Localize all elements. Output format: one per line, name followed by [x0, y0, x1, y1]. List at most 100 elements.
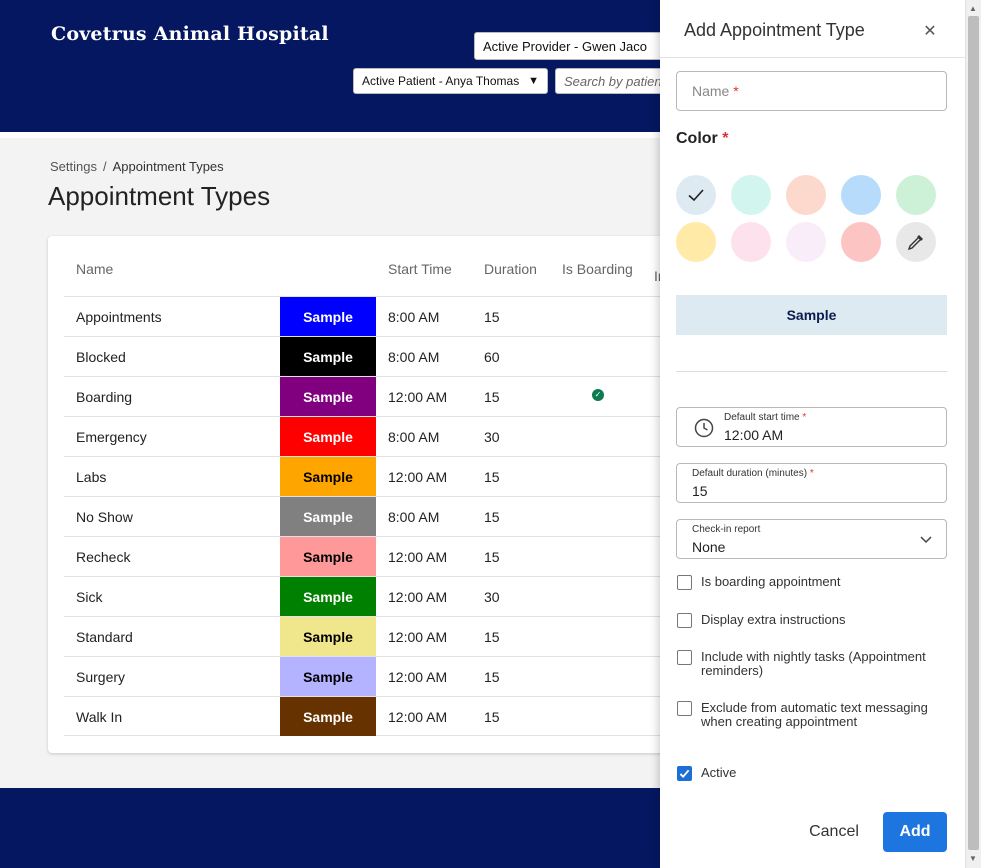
- row-start-time: 12:00 AM: [388, 548, 448, 565]
- checkmark-icon: [679, 769, 690, 779]
- table-row[interactable]: Recheck Sample 12:00 AM 15: [64, 536, 688, 576]
- table-row[interactable]: Walk In Sample 12:00 AM 15: [64, 696, 688, 736]
- duration-label: Default duration (minutes) *: [692, 468, 814, 479]
- column-header-name[interactable]: Name: [76, 261, 114, 277]
- table-row[interactable]: Labs Sample 12:00 AM 15: [64, 456, 688, 496]
- exclude-texting-checkbox[interactable]: Exclude from automatic text messaging wh…: [677, 701, 947, 729]
- checkbox-box[interactable]: [677, 766, 692, 781]
- duration-label-text: Default duration (minutes): [692, 468, 808, 479]
- table-row[interactable]: Appointments Sample 8:00 AM 15: [64, 296, 688, 336]
- checkbox-box[interactable]: [677, 701, 692, 716]
- cancel-button[interactable]: Cancel: [800, 813, 868, 851]
- required-mark: *: [733, 83, 739, 99]
- color-swatch[interactable]: [896, 175, 936, 215]
- color-preview: Sample: [676, 295, 947, 335]
- required-mark: *: [722, 130, 729, 147]
- checkbox-box[interactable]: [677, 575, 692, 590]
- checkbox-box[interactable]: [677, 613, 692, 628]
- patient-select[interactable]: Active Patient - Anya Thomas ▼: [353, 68, 548, 94]
- start-time-label: Default start time *: [724, 412, 806, 423]
- active-checkbox[interactable]: Active: [677, 766, 947, 781]
- checkbox-label: Include with nightly tasks (Appointment …: [701, 649, 926, 678]
- table-row[interactable]: Sick Sample 12:00 AM 30: [64, 576, 688, 616]
- table-row[interactable]: Boarding Sample 12:00 AM 15 ✓: [64, 376, 688, 416]
- table-row[interactable]: Surgery Sample 12:00 AM 15: [64, 656, 688, 696]
- scroll-thumb[interactable]: [968, 16, 979, 850]
- provider-select[interactable]: Active Provider - Gwen Jaco: [474, 32, 674, 60]
- eyedropper-icon: [907, 235, 923, 251]
- color-swatch[interactable]: [676, 175, 716, 215]
- extra-instructions-checkbox[interactable]: Display extra instructions: [677, 613, 947, 628]
- color-label-text: Color: [676, 130, 718, 147]
- scrollbar[interactable]: ▲ ▼: [965, 0, 981, 868]
- row-duration: 30: [484, 588, 500, 605]
- row-name: Labs: [76, 468, 107, 485]
- color-label: Color *: [676, 130, 728, 148]
- patient-select-value: Active Patient - Anya Thomas: [362, 74, 520, 88]
- row-start-time: 12:00 AM: [388, 628, 448, 645]
- color-swatch[interactable]: [841, 222, 881, 262]
- boarding-checkbox[interactable]: Is boarding appointment: [677, 575, 947, 590]
- table-row[interactable]: Standard Sample 12:00 AM 15: [64, 616, 688, 656]
- table-row[interactable]: No Show Sample 8:00 AM 15: [64, 496, 688, 536]
- color-swatch[interactable]: [786, 222, 826, 262]
- row-duration: 15: [484, 668, 500, 685]
- required-mark: *: [802, 412, 807, 423]
- scroll-down-icon[interactable]: ▼: [969, 854, 977, 863]
- add-button[interactable]: Add: [883, 812, 947, 852]
- row-name: Sick: [76, 588, 103, 605]
- row-start-time: 12:00 AM: [388, 668, 448, 685]
- row-start-time: 12:00 AM: [388, 388, 448, 405]
- checkbox-box[interactable]: [677, 650, 692, 665]
- breadcrumb-separator: /: [102, 159, 107, 174]
- table-row[interactable]: Emergency Sample 8:00 AM 30: [64, 416, 688, 456]
- row-color-sample: Sample: [280, 337, 376, 376]
- checkin-report-value: None: [692, 539, 726, 555]
- row-name: No Show: [76, 508, 133, 525]
- color-swatch[interactable]: [676, 222, 716, 262]
- row-duration: 30: [484, 428, 500, 445]
- row-color-sample: Sample: [280, 577, 376, 616]
- custom-color-picker[interactable]: [896, 222, 936, 262]
- default-start-time-field[interactable]: Default start time * 12:00 AM: [676, 407, 947, 447]
- row-color-sample: Sample: [280, 457, 376, 496]
- checkin-report-select[interactable]: Check-in report None: [676, 519, 947, 559]
- column-header-start-time[interactable]: Start Time: [388, 261, 452, 277]
- breadcrumb-settings[interactable]: Settings: [50, 159, 97, 174]
- color-swatch[interactable]: [786, 175, 826, 215]
- start-time-value: 12:00 AM: [724, 427, 784, 443]
- checkbox-label: Active: [701, 765, 737, 780]
- drawer-title: Add Appointment Type: [684, 20, 865, 40]
- color-swatch[interactable]: [731, 222, 771, 262]
- row-color-sample: Sample: [280, 297, 376, 336]
- table-body: Appointments Sample 8:00 AM 15 Blocked Sample…: [64, 296, 688, 736]
- row-name: Appointments: [76, 308, 162, 325]
- row-color-sample: Sample: [280, 497, 376, 536]
- default-duration-field[interactable]: Default duration (minutes) * 15: [676, 463, 947, 503]
- row-color-sample: Sample: [280, 617, 376, 656]
- close-icon[interactable]: ✕: [923, 23, 937, 40]
- table-row[interactable]: Blocked Sample 8:00 AM 60: [64, 336, 688, 376]
- checkmark-icon: [688, 189, 704, 202]
- color-swatch[interactable]: [841, 175, 881, 215]
- row-duration: 15: [484, 468, 500, 485]
- column-header-extra: In: [654, 268, 666, 284]
- color-swatch[interactable]: [731, 175, 771, 215]
- row-color-sample: Sample: [280, 657, 376, 696]
- required-mark: *: [809, 468, 814, 479]
- row-color-sample: Sample: [280, 377, 376, 416]
- checkbox-label: Display extra instructions: [701, 612, 846, 627]
- patient-search-input[interactable]: Search by patien: [555, 68, 675, 94]
- scroll-up-icon[interactable]: ▲: [969, 4, 977, 13]
- add-appointment-type-drawer: Add Appointment Type ✕ Name * Color * Sa…: [660, 0, 965, 868]
- column-header-is-boarding[interactable]: Is Boarding: [562, 261, 633, 277]
- name-field[interactable]: Name *: [676, 71, 947, 111]
- nightly-tasks-checkbox[interactable]: Include with nightly tasks (Appointment …: [677, 650, 947, 678]
- row-start-time: 8:00 AM: [388, 428, 440, 445]
- column-header-duration[interactable]: Duration: [484, 261, 537, 277]
- row-color-sample: Sample: [280, 697, 376, 736]
- row-color-sample: Sample: [280, 417, 376, 456]
- row-duration: 15: [484, 308, 500, 325]
- checkbox-label: Is boarding appointment: [701, 574, 841, 589]
- row-name: Standard: [76, 628, 133, 645]
